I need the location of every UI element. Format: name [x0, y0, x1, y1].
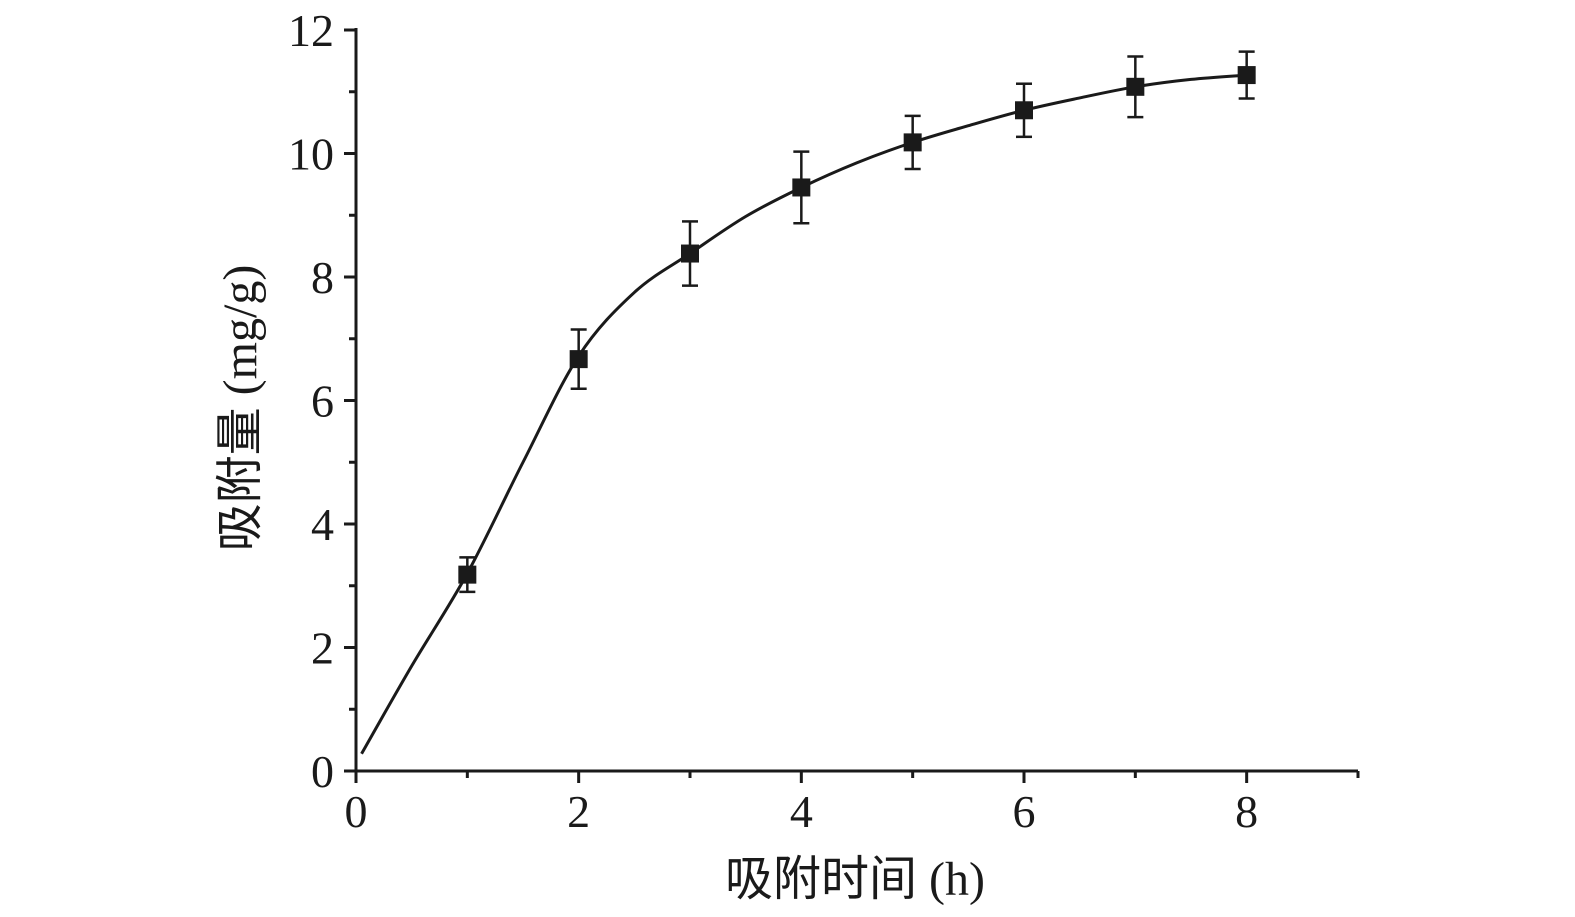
y-tick-label: 4 — [311, 499, 334, 550]
data-point-marker — [1237, 66, 1256, 85]
x-tick-label: 6 — [1013, 786, 1036, 837]
data-point-marker — [681, 244, 699, 263]
axes: 0 2 4 6 8 10 12 0 2 4 6 8 — [288, 5, 1360, 837]
data-point-marker — [1126, 77, 1145, 96]
y-tick-label: 12 — [288, 5, 334, 56]
y-tick-label: 6 — [311, 376, 334, 427]
data-point-marker — [569, 350, 588, 369]
y-tick-label: 8 — [311, 252, 334, 303]
data-point-marker — [458, 565, 477, 584]
data-point-marker — [792, 178, 811, 197]
y-tick-label: 0 — [311, 746, 334, 797]
plot-area — [360, 50, 1256, 755]
x-tick-label: 4 — [790, 786, 813, 837]
data-point-marker — [1015, 101, 1033, 120]
x-axis-title: 吸附时间 (h) — [725, 853, 985, 906]
y-tick-label: 2 — [311, 623, 334, 674]
x-tick-label: 8 — [1235, 786, 1258, 837]
x-tick-label: 2 — [567, 786, 590, 837]
x-tick-label: 0 — [345, 786, 368, 837]
y-tick-label: 10 — [288, 129, 334, 180]
y-axis-title: 吸附量 (mg/g) — [214, 265, 267, 552]
fit-curve — [360, 73, 1247, 755]
data-point-marker — [903, 133, 922, 152]
